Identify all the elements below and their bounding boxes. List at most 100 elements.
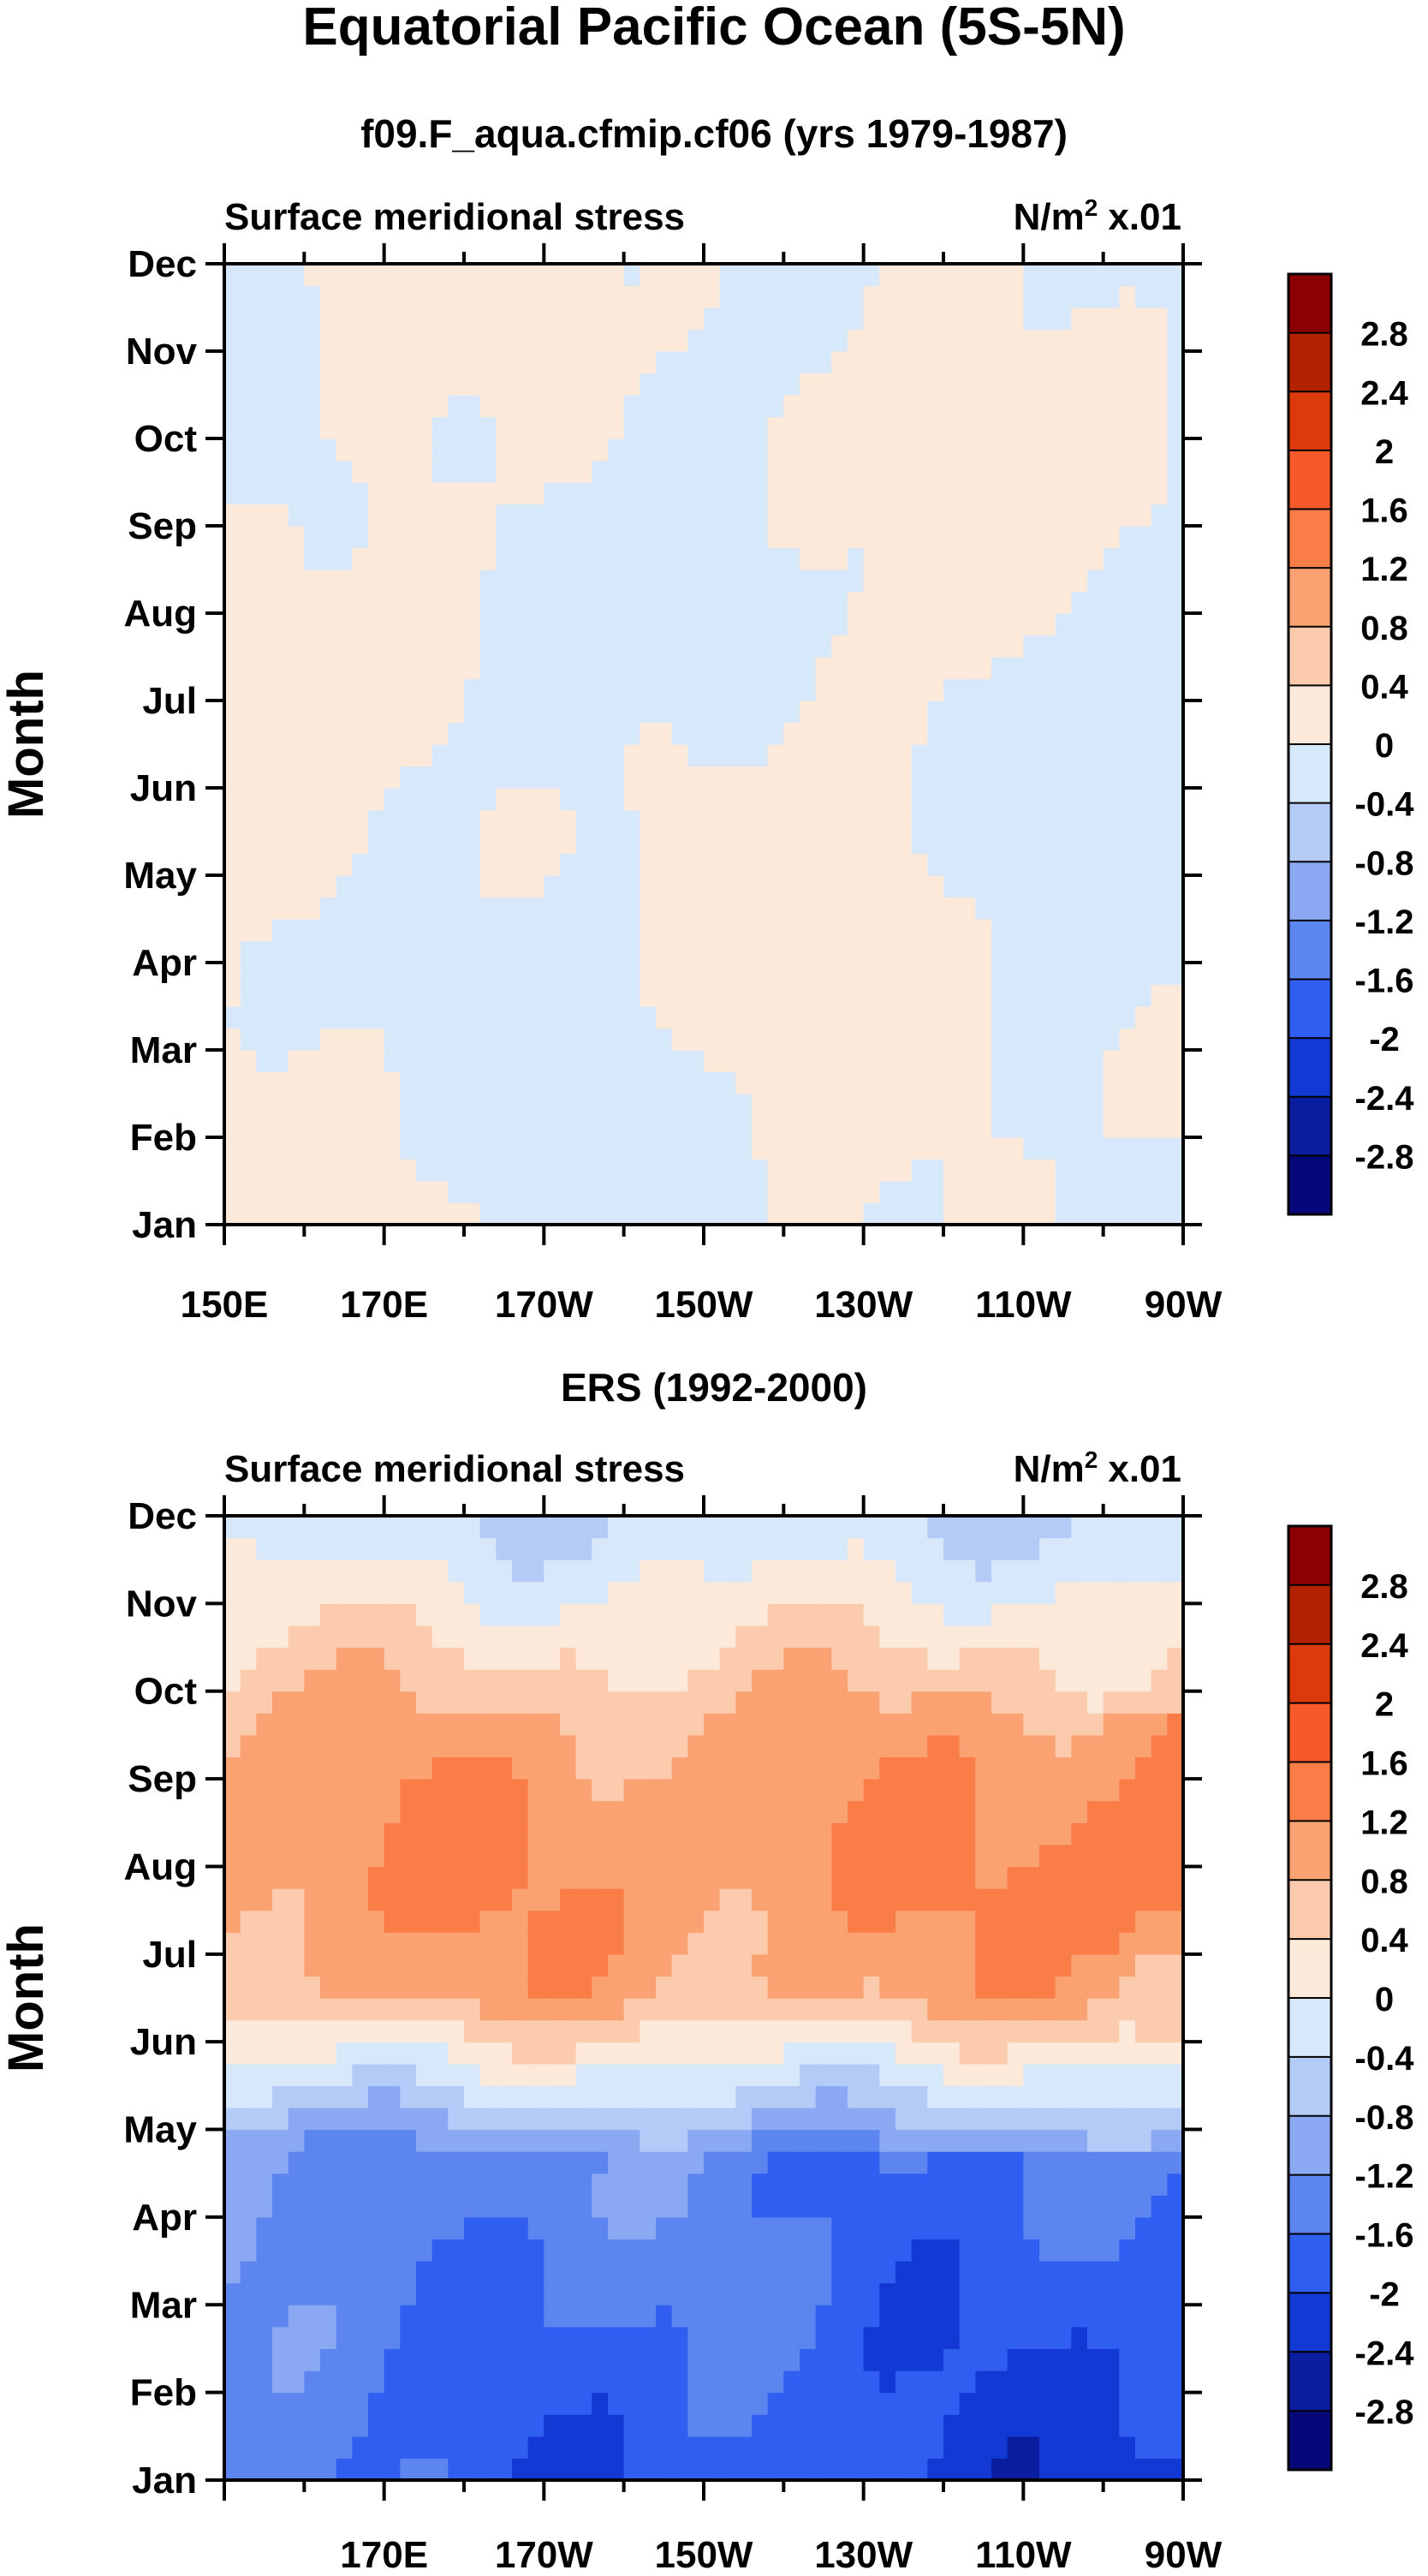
heatmap-cell (512, 504, 529, 527)
heatmap-cell (448, 1028, 465, 1051)
heatmap-cell (831, 1115, 848, 1138)
heatmap-cell (384, 1779, 401, 1802)
heatmap-cell (288, 2195, 305, 2218)
heatmap-cell (1071, 897, 1088, 920)
heatmap-cell (336, 1581, 353, 1604)
heatmap-cell (911, 569, 928, 593)
heatmap-cell (1135, 832, 1152, 855)
heatmap-cell (783, 1932, 800, 1955)
heatmap-cell (479, 1998, 497, 2021)
heatmap-cell (1167, 285, 1184, 308)
heatmap-cell (1023, 329, 1040, 352)
heatmap-cell (656, 2151, 673, 2174)
heatmap-cell (783, 2305, 800, 2328)
y-tick-label: Jan (132, 1204, 197, 1246)
heatmap-cell (560, 1137, 577, 1160)
heatmap-cell (512, 329, 529, 352)
heatmap-cell (783, 1202, 800, 1225)
heatmap-cell (863, 635, 880, 658)
heatmap-cell (1007, 1910, 1024, 1933)
heatmap-cell (527, 1137, 544, 1160)
heatmap-cell (608, 1071, 625, 1094)
heatmap-cell (800, 264, 817, 287)
heatmap-cell (895, 613, 913, 636)
heatmap-cell (991, 940, 1009, 963)
heatmap-cell (272, 613, 289, 636)
heatmap-cell (1167, 1202, 1184, 1225)
heatmap-cell (671, 2195, 688, 2218)
heatmap-cell (848, 2458, 865, 2481)
heatmap-cell (256, 1006, 273, 1029)
heatmap-cell (592, 1537, 609, 1560)
heatmap-cell (592, 1866, 609, 1889)
heatmap-cell (879, 2151, 896, 2174)
heatmap-cell (671, 1888, 688, 1911)
heatmap-cell (752, 1028, 769, 1051)
heatmap-cell (1087, 1181, 1104, 1204)
heatmap-cell (288, 2216, 305, 2240)
heatmap-cell (1071, 963, 1088, 986)
heatmap-cell (1023, 657, 1040, 680)
heatmap-cell (304, 2326, 321, 2350)
heatmap-cell (608, 788, 625, 811)
heatmap-cell (927, 526, 944, 549)
heatmap-cell (975, 1028, 992, 1051)
heatmap-cell (400, 2151, 417, 2174)
heatmap-cell (752, 1976, 769, 1999)
heatmap-cell (384, 2019, 401, 2042)
heatmap-cell (431, 919, 449, 942)
heatmap-cell (975, 307, 992, 331)
heatmap-cell (895, 832, 913, 855)
heatmap-cell (1151, 591, 1168, 614)
heatmap-cell (863, 1779, 880, 1802)
heatmap-cell (687, 526, 705, 549)
heatmap-cell (848, 1756, 865, 1780)
heatmap-cell (1023, 1822, 1040, 1846)
heatmap-cell (560, 547, 577, 570)
heatmap-cell (895, 2282, 913, 2305)
heatmap-cell (975, 2458, 992, 2481)
heatmap-cell (1055, 635, 1072, 658)
heatmap-cell (608, 2129, 625, 2152)
heatmap-cell (1023, 1844, 1040, 1868)
heatmap-cell (224, 2458, 241, 2481)
heatmap-cell (623, 1202, 640, 1225)
colorbar-swatch (1288, 273, 1332, 335)
heatmap-cell (575, 2326, 592, 2350)
heatmap-cell (1167, 307, 1184, 331)
heatmap-cell (895, 744, 913, 767)
heatmap-cell (815, 1071, 832, 1094)
heatmap-cell (320, 940, 337, 963)
heatmap-cell (687, 2261, 705, 2284)
heatmap-cell (704, 809, 721, 832)
heatmap-cell (416, 875, 433, 898)
heatmap-cell (879, 744, 896, 767)
heatmap-cell (879, 1581, 896, 1604)
heatmap-cell (863, 1137, 880, 1160)
heatmap-cell (1007, 1888, 1024, 1911)
heatmap-cell (352, 1581, 369, 1604)
heatmap-cell (240, 613, 257, 636)
heatmap-cell (815, 1137, 832, 1160)
heatmap-cell (575, 1006, 592, 1029)
heatmap-cell (671, 722, 688, 745)
heatmap-cell (687, 897, 705, 920)
heatmap-cell (719, 832, 736, 855)
heatmap-cell (815, 460, 832, 483)
heatmap-cell (352, 373, 369, 396)
heatmap-cell (416, 1953, 433, 1977)
heatmap-cell (800, 1734, 817, 1758)
heatmap-cell (991, 351, 1009, 374)
heatmap-cell (704, 569, 721, 593)
heatmap-cell (863, 1756, 880, 1780)
heatmap-cell (943, 2348, 961, 2371)
heatmap-cell (831, 395, 848, 418)
heatmap-cell (704, 285, 721, 308)
heatmap-cell (848, 2151, 865, 2174)
heatmap-cell (1007, 1625, 1024, 1649)
heatmap-cell (416, 1713, 433, 1736)
heatmap-cell (783, 1866, 800, 1889)
heatmap-cell (592, 678, 609, 701)
heatmap-cell (479, 744, 497, 767)
heatmap-cell (575, 2305, 592, 2328)
